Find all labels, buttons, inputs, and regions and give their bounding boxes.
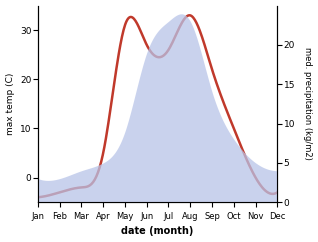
Y-axis label: max temp (C): max temp (C) — [5, 73, 15, 135]
X-axis label: date (month): date (month) — [121, 227, 194, 236]
Y-axis label: med. precipitation (kg/m2): med. precipitation (kg/m2) — [303, 47, 313, 160]
